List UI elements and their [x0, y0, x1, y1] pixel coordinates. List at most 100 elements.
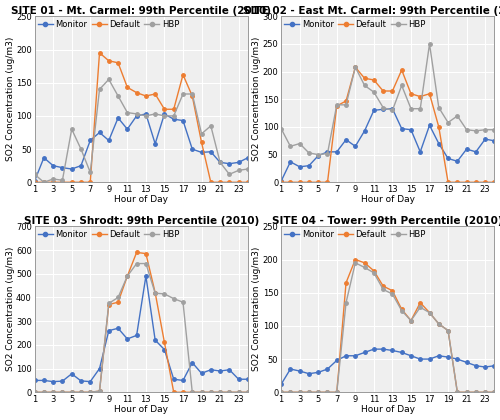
HBP: [408, 318, 414, 323]
HBP: [87, 170, 93, 175]
HBP: [362, 265, 368, 270]
HBP: [190, 390, 196, 395]
Monitor: [464, 147, 469, 152]
Default: [198, 140, 204, 145]
HBP: [226, 172, 232, 177]
Monitor: [134, 113, 140, 118]
HBP: [296, 141, 302, 146]
Default: [236, 390, 242, 395]
Line: HBP: HBP: [280, 261, 496, 394]
Monitor: [198, 371, 204, 376]
Default: [492, 390, 498, 395]
HBP: [236, 390, 242, 395]
HBP: [288, 144, 294, 149]
HBP: [380, 287, 386, 292]
Default: [78, 390, 84, 395]
Default: [143, 251, 149, 256]
HBP: [106, 301, 112, 306]
Default: [464, 390, 469, 395]
Default: [78, 180, 84, 185]
Default: [143, 94, 149, 99]
HBP: [324, 151, 330, 156]
Monitor: [445, 156, 451, 161]
Monitor: [482, 365, 488, 370]
HBP: [50, 176, 56, 181]
Monitor: [473, 150, 479, 155]
Monitor: [217, 368, 223, 373]
HBP: [482, 390, 488, 395]
Line: HBP: HBP: [33, 78, 250, 184]
Monitor: [78, 163, 84, 168]
HBP: [96, 388, 102, 394]
Monitor: [334, 358, 340, 363]
Default: [288, 180, 294, 185]
HBP: [180, 300, 186, 305]
Default: [492, 180, 498, 185]
Monitor: [106, 328, 112, 333]
Default: [50, 390, 56, 395]
Default: [398, 68, 404, 73]
Monitor: [390, 348, 396, 353]
HBP: [162, 291, 168, 297]
Default: [217, 390, 223, 395]
Default: [362, 260, 368, 265]
Monitor: [362, 129, 368, 134]
Monitor: [32, 378, 38, 383]
Monitor: [41, 378, 47, 383]
Monitor: [180, 378, 186, 383]
Default: [50, 180, 56, 185]
Line: Monitor: Monitor: [280, 347, 496, 386]
Default: [68, 180, 74, 185]
Monitor: [32, 178, 38, 184]
Monitor: [315, 370, 321, 375]
Default: [170, 107, 176, 112]
Title: SITE 03 - Shrodt: 99th Percentile (2010): SITE 03 - Shrodt: 99th Percentile (2010): [24, 215, 259, 226]
Default: [315, 390, 321, 395]
Monitor: [464, 360, 469, 365]
Default: [41, 180, 47, 185]
HBP: [60, 178, 66, 183]
Default: [426, 310, 432, 315]
HBP: [426, 42, 432, 47]
HBP: [473, 129, 479, 134]
HBP: [306, 390, 312, 395]
HBP: [454, 113, 460, 118]
Line: HBP: HBP: [33, 262, 250, 394]
Default: [482, 390, 488, 395]
Legend: Monitor, Default, HBP: Monitor, Default, HBP: [284, 19, 426, 29]
Default: [408, 318, 414, 323]
Monitor: [398, 350, 404, 355]
X-axis label: Hour of Day: Hour of Day: [361, 195, 415, 205]
Monitor: [226, 367, 232, 372]
Monitor: [190, 147, 196, 152]
HBP: [343, 102, 349, 108]
Default: [152, 290, 158, 295]
HBP: [417, 305, 423, 310]
Default: [306, 180, 312, 185]
HBP: [352, 65, 358, 70]
Default: [352, 257, 358, 262]
Monitor: [473, 363, 479, 368]
HBP: [371, 270, 377, 276]
HBP: [315, 152, 321, 157]
HBP: [334, 102, 340, 108]
Default: [380, 284, 386, 289]
Monitor: [436, 353, 442, 358]
Y-axis label: SO2 Concentration (ug/m3): SO2 Concentration (ug/m3): [6, 247, 15, 372]
Monitor: [208, 367, 214, 372]
HBP: [96, 87, 102, 92]
Monitor: [324, 367, 330, 372]
Monitor: [236, 160, 242, 165]
Default: [390, 89, 396, 94]
Monitor: [190, 360, 196, 365]
Default: [226, 180, 232, 185]
Monitor: [162, 111, 168, 116]
Line: Default: Default: [33, 51, 250, 184]
Default: [362, 76, 368, 81]
HBP: [198, 390, 204, 395]
HBP: [162, 113, 168, 118]
Monitor: [87, 379, 93, 384]
Monitor: [426, 357, 432, 362]
Default: [371, 77, 377, 82]
X-axis label: Hour of Day: Hour of Day: [114, 195, 168, 205]
